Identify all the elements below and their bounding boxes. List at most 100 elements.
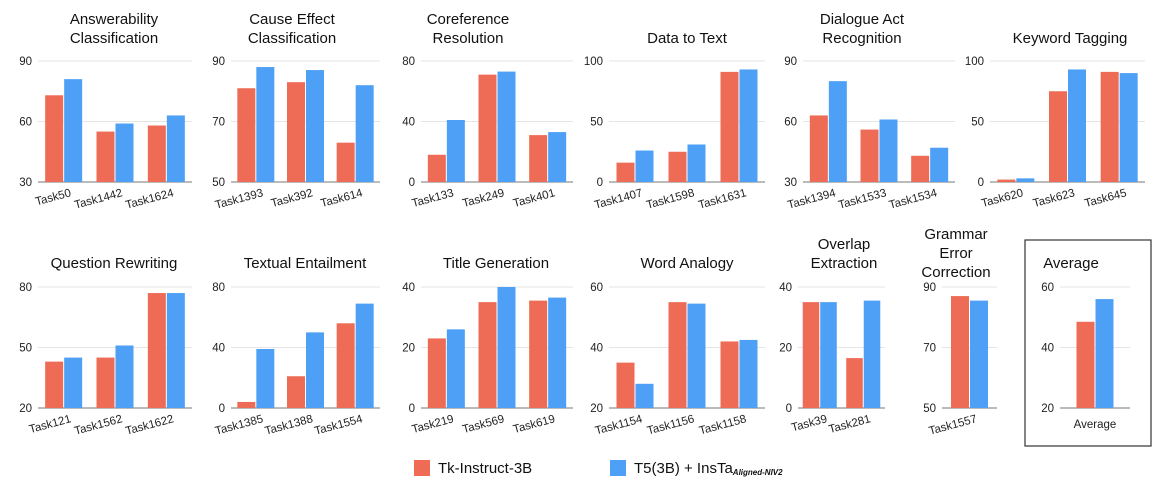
x-tick-label: Task281 bbox=[828, 413, 872, 436]
y-tick-label: 80 bbox=[19, 282, 32, 294]
legend-item-tk: Tk-Instruct-3B bbox=[414, 455, 532, 481]
bar-tk bbox=[237, 401, 256, 408]
y-tick-label: 40 bbox=[590, 343, 603, 355]
panel-2: Coreference Resolution 0 40 80 Task133 Task249… bbox=[402, 11, 573, 210]
x-tick-label: Task401 bbox=[512, 187, 556, 210]
x-tick-label: Task569 bbox=[461, 413, 505, 436]
y-tick-label: 0 bbox=[409, 403, 415, 415]
bar-t5 bbox=[1068, 69, 1086, 182]
bar-t5 bbox=[64, 357, 83, 408]
y-tick-label: 50 bbox=[19, 343, 32, 355]
x-tick-label: Task1534 bbox=[888, 187, 939, 211]
bar-t5 bbox=[930, 147, 949, 182]
legend: Tk-Instruct-3B T5(3B) + InsTa Aligned-NIV… bbox=[0, 455, 1159, 481]
bar-t5 bbox=[635, 150, 654, 182]
bar-tk bbox=[45, 361, 64, 408]
bar-tk bbox=[802, 302, 820, 408]
x-tick-label: Average bbox=[1074, 419, 1117, 431]
bar-t5 bbox=[863, 300, 881, 408]
chart-title: Classification bbox=[248, 30, 336, 47]
bar-tk bbox=[427, 338, 446, 408]
panel-12: Average 20 40 60 Average bbox=[1041, 255, 1130, 431]
x-tick-label: Task620 bbox=[980, 187, 1024, 210]
y-tick-label: 30 bbox=[19, 177, 32, 189]
legend-label-t5: T5(3B) + InsTa bbox=[634, 459, 733, 477]
y-tick-label: 40 bbox=[779, 282, 792, 294]
y-tick-label: 60 bbox=[784, 117, 797, 129]
x-tick-label: Task219 bbox=[411, 413, 455, 436]
bar-tk bbox=[1049, 91, 1067, 182]
panel-9: Word Analogy 20 40 60 Task1154 Task1156 Task11… bbox=[590, 255, 765, 437]
y-tick-label: 0 bbox=[786, 403, 792, 415]
y-tick-label: 60 bbox=[1041, 282, 1054, 294]
x-tick-label: Task1393 bbox=[214, 187, 265, 211]
y-tick-label: 100 bbox=[965, 56, 984, 68]
x-tick-label: Task1598 bbox=[645, 187, 696, 211]
bar-tk bbox=[616, 362, 635, 408]
bar-tk bbox=[529, 135, 548, 182]
x-tick-label: Task39 bbox=[790, 413, 828, 434]
chart-title: Recognition bbox=[822, 30, 901, 47]
panel-7: Textual Entailment 0 40 80 Task1385 Task1388 T… bbox=[212, 255, 380, 438]
bar-t5 bbox=[355, 303, 374, 408]
bar-t5 bbox=[970, 300, 988, 408]
y-tick-label: 90 bbox=[212, 56, 225, 68]
bar-tk bbox=[45, 95, 64, 182]
y-tick-label: 20 bbox=[1041, 403, 1054, 415]
bar-tk bbox=[997, 179, 1016, 182]
x-tick-label: Task133 bbox=[411, 187, 455, 210]
chart-title: Data to Text bbox=[647, 30, 728, 47]
bar-tk bbox=[147, 125, 166, 182]
chart-title: Correction bbox=[921, 264, 990, 281]
chart-title: Answerability bbox=[70, 11, 159, 28]
x-tick-label: Task1156 bbox=[646, 413, 696, 437]
chart-title: Textual Entailment bbox=[244, 255, 367, 272]
panel-10: Overlap Extraction 0 20 40 Task39 Task281 bbox=[779, 236, 885, 436]
y-tick-label: 80 bbox=[212, 282, 225, 294]
x-tick-label: Task392 bbox=[270, 187, 314, 210]
y-tick-label: 20 bbox=[402, 343, 415, 355]
bar-t5 bbox=[739, 69, 758, 182]
x-tick-label: Task1154 bbox=[594, 413, 644, 437]
bar-tk bbox=[287, 82, 305, 182]
y-tick-label: 0 bbox=[409, 177, 415, 189]
y-tick-label: 50 bbox=[212, 177, 225, 189]
chart-title: Overlap bbox=[818, 236, 871, 253]
y-tick-label: 0 bbox=[978, 177, 984, 189]
bar-tk bbox=[287, 376, 305, 408]
x-tick-label: Task121 bbox=[28, 413, 72, 436]
bar-tk bbox=[616, 162, 635, 182]
bar-tk bbox=[911, 155, 930, 182]
legend-label-tk: Tk-Instruct-3B bbox=[438, 459, 533, 477]
chart-title: Extraction bbox=[811, 255, 878, 272]
x-tick-label: Task1533 bbox=[837, 187, 888, 211]
x-tick-label: Task619 bbox=[512, 413, 556, 436]
chart-title: Title Generation bbox=[443, 255, 549, 272]
bar-t5 bbox=[879, 119, 898, 182]
x-tick-label: Task1631 bbox=[697, 187, 748, 211]
chart-title: Error bbox=[939, 245, 972, 262]
x-tick-label: Task1388 bbox=[264, 413, 315, 437]
bar-t5 bbox=[166, 115, 185, 182]
bar-t5 bbox=[256, 67, 275, 182]
bar-t5 bbox=[739, 339, 758, 408]
bar-t5 bbox=[355, 85, 374, 182]
x-tick-label: Task1554 bbox=[313, 413, 364, 437]
bar-t5 bbox=[115, 345, 134, 408]
y-tick-label: 100 bbox=[584, 56, 603, 68]
x-tick-label: Task645 bbox=[1083, 187, 1127, 210]
chart-title: Resolution bbox=[433, 30, 504, 47]
panel-6: Question Rewriting 20 50 80 Task121 Task1562 T… bbox=[19, 255, 192, 438]
bar-tk bbox=[951, 296, 969, 408]
average-panel-frame bbox=[1024, 239, 1152, 447]
x-tick-label: Task1562 bbox=[73, 413, 124, 437]
legend-swatch-tk bbox=[414, 460, 430, 476]
chart-title: Question Rewriting bbox=[51, 255, 178, 272]
y-tick-label: 20 bbox=[779, 343, 792, 355]
chart-title: Coreference bbox=[427, 11, 510, 28]
x-tick-label: Task1442 bbox=[73, 187, 124, 211]
chart-title: Cause Effect bbox=[249, 11, 335, 28]
legend-swatch-t5 bbox=[610, 460, 626, 476]
